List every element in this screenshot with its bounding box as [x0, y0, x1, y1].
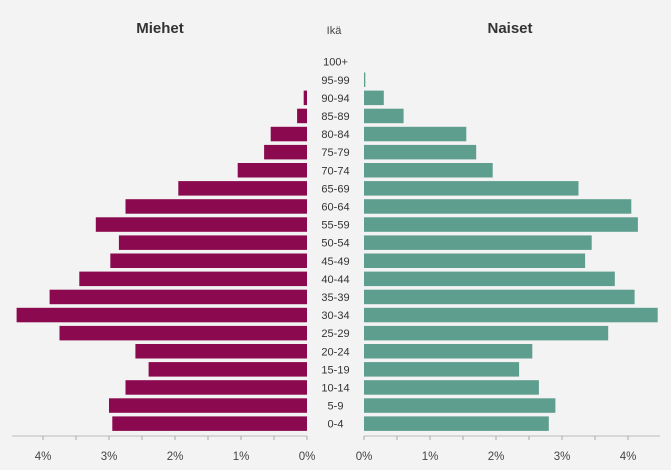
bar-miehet-0-4: [112, 416, 307, 431]
age-label: 5-9: [328, 401, 344, 413]
bar-miehet-35-39: [49, 289, 307, 305]
age-label: 100+: [323, 57, 348, 69]
bar-naiset-95-99: [364, 72, 366, 87]
bar-miehet-40-44: [79, 271, 307, 287]
bar-naiset-10-14: [364, 380, 539, 395]
bar-miehet-15-19: [148, 362, 307, 377]
age-label: 20-24: [321, 346, 349, 358]
age-label: 35-39: [321, 292, 349, 304]
bar-miehet-80-84: [270, 126, 307, 142]
bar-miehet-60-64: [125, 199, 307, 214]
age-label: 80-84: [321, 129, 349, 141]
bar-miehet-5-9: [109, 398, 307, 413]
bar-miehet-65-69: [178, 181, 307, 196]
bar-naiset-90-94: [364, 90, 384, 106]
age-label: 40-44: [321, 274, 349, 286]
left-title: Miehet: [136, 20, 184, 37]
bar-miehet-50-54: [118, 235, 308, 250]
age-label: 0-4: [328, 419, 344, 431]
left-tick-label: 3%: [101, 451, 118, 463]
age-label: 65-69: [321, 183, 349, 195]
bar-naiset-50-54: [364, 235, 592, 250]
left-tick-label: 0%: [299, 451, 316, 463]
age-label: 90-94: [321, 93, 349, 105]
right-tick-label: 3%: [554, 451, 571, 463]
age-label: 50-54: [321, 238, 349, 250]
right-tick-label: 2%: [488, 451, 505, 463]
age-label: 30-34: [321, 310, 349, 322]
right-tick-label: 0%: [356, 451, 373, 463]
bar-naiset-60-64: [364, 199, 632, 214]
bar-miehet-70-74: [237, 163, 307, 178]
left-tick-label: 4%: [35, 451, 52, 463]
bar-naiset-30-34: [364, 307, 658, 323]
age-label: 70-74: [321, 165, 349, 177]
right-axis: 0% 1% 2% 3% 4%: [356, 435, 660, 463]
left-axis: 4% 3% 2% 1% 0%: [12, 435, 316, 463]
bar-miehet-10-14: [125, 380, 307, 395]
age-label: 45-49: [321, 256, 349, 268]
left-tick-label: 2%: [167, 451, 184, 463]
age-label: 55-59: [321, 220, 349, 232]
right-tick-label: 4%: [620, 451, 637, 463]
bar-miehet-30-34: [16, 307, 307, 323]
bar-naiset-55-59: [364, 217, 638, 232]
left-tick-label: 1%: [233, 451, 250, 463]
bar-naiset-35-39: [364, 289, 635, 305]
bar-naiset-70-74: [364, 163, 493, 178]
bar-miehet-25-29: [59, 325, 307, 341]
age-label: 15-19: [321, 364, 349, 376]
right-bars: [364, 72, 658, 431]
bar-naiset-20-24: [364, 344, 533, 359]
bar-miehet-90-94: [303, 90, 307, 106]
right-tick-label: 1%: [422, 451, 439, 463]
bar-naiset-0-4: [364, 416, 549, 431]
bar-naiset-5-9: [364, 398, 556, 413]
bar-miehet-55-59: [95, 217, 307, 232]
age-label: 75-79: [321, 147, 349, 159]
bar-naiset-80-84: [364, 126, 467, 142]
age-label: 95-99: [321, 75, 349, 87]
bar-naiset-25-29: [364, 325, 609, 341]
bar-naiset-40-44: [364, 271, 615, 287]
bar-miehet-85-89: [297, 108, 307, 124]
bar-naiset-85-89: [364, 108, 404, 124]
left-bars: [16, 90, 308, 431]
age-labels: 100+ 95-99 90-94 85-89 80-84 75-79 70-74 65-69 6…: [321, 57, 349, 431]
bar-naiset-75-79: [364, 144, 477, 160]
bar-naiset-65-69: [364, 181, 579, 196]
bar-miehet-20-24: [135, 344, 307, 359]
age-label: 85-89: [321, 111, 349, 123]
age-label: 10-14: [321, 382, 349, 394]
right-title: Naiset: [487, 20, 532, 37]
bar-naiset-15-19: [364, 362, 520, 377]
bar-naiset-45-49: [364, 253, 586, 268]
age-label: 25-29: [321, 328, 349, 340]
age-label: 60-64: [321, 201, 349, 213]
age-column-title: Ikä: [327, 25, 343, 37]
bar-miehet-75-79: [264, 144, 307, 160]
bar-miehet-45-49: [110, 253, 307, 268]
